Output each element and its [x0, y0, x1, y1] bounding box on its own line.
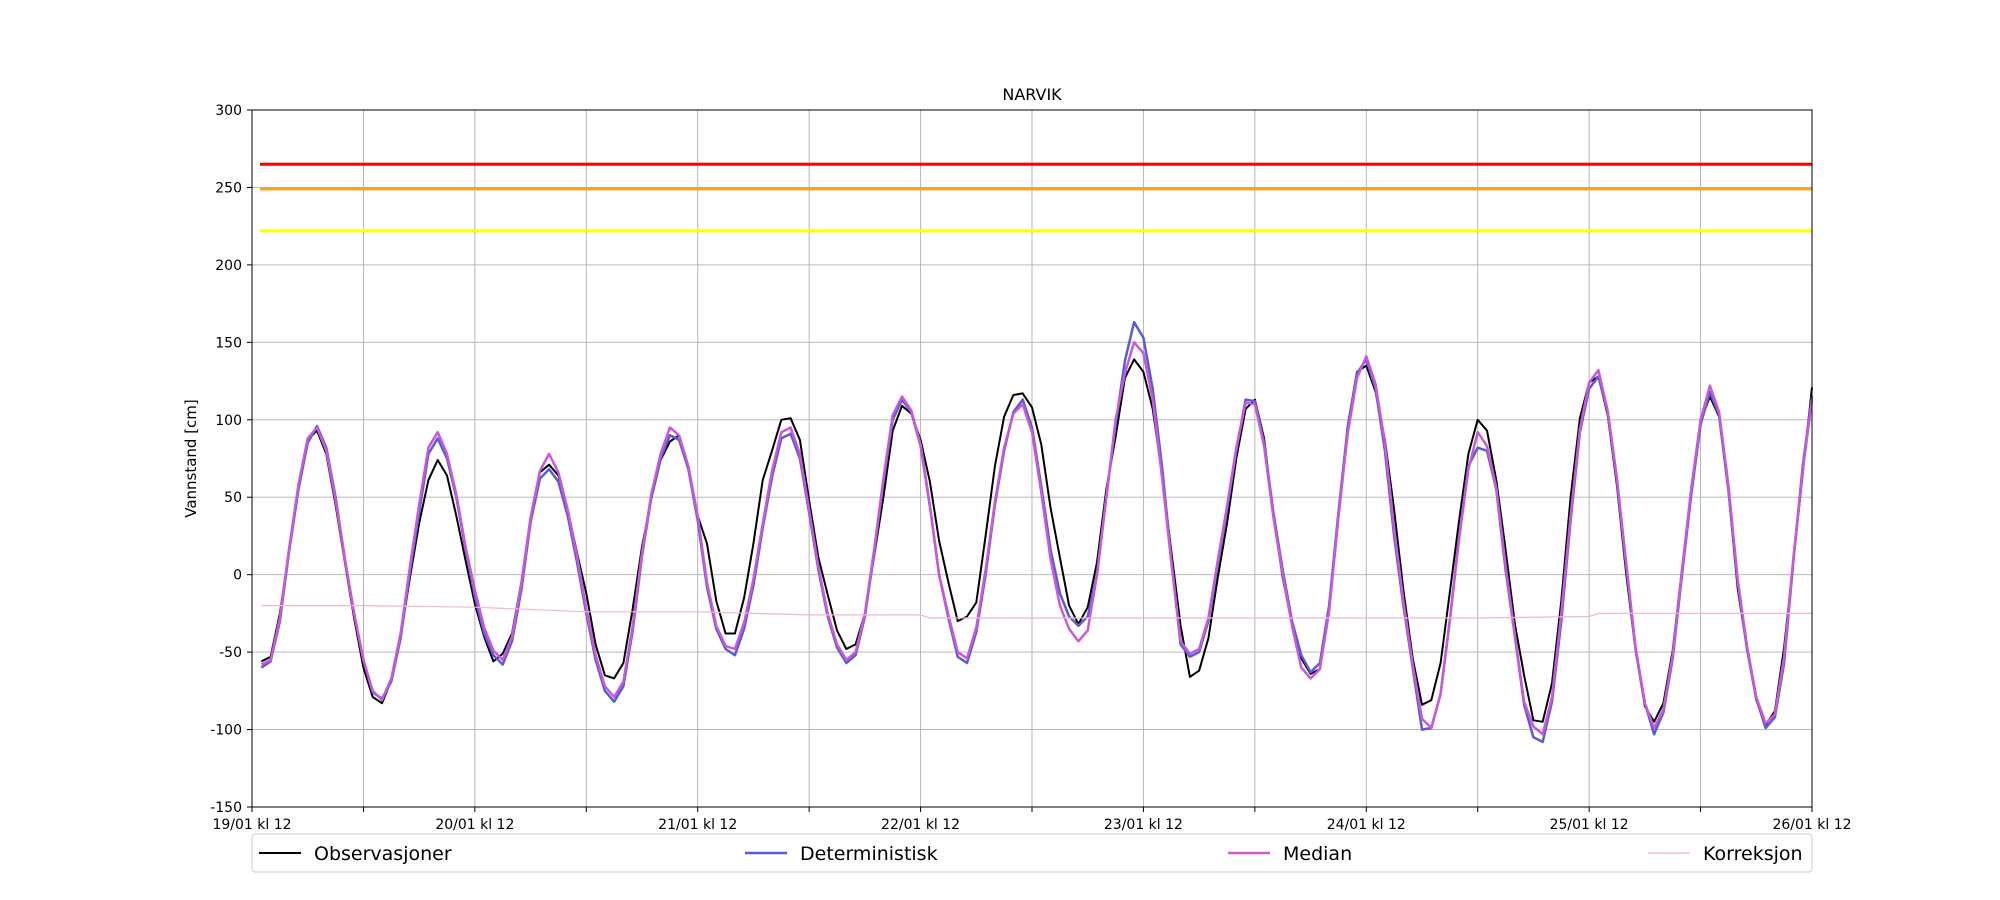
threshold-lines: [260, 162, 1812, 233]
series-line-observasjoner: [260, 358, 1813, 726]
series-line-median: [260, 341, 1814, 736]
y-axis-label: Vannstand [cm]: [182, 399, 200, 518]
x-tick-label: 22/01 kl 12: [881, 817, 960, 833]
y-tick-label: 0: [233, 568, 242, 584]
y-tick-label: -100: [210, 723, 242, 739]
legend-label: Observasjoner: [314, 843, 452, 865]
x-tick-label: 24/01 kl 12: [1327, 817, 1406, 833]
legend-box: [251, 833, 1813, 873]
series-line-deterministisk: [260, 320, 1814, 744]
x-tick-label: 21/01 kl 12: [658, 817, 737, 833]
y-tick-label: -50: [219, 645, 242, 661]
legend-label: Median: [1283, 843, 1352, 865]
series-line-korreksjon: [261, 604, 1812, 619]
axes: -150 -100 -50 0 50 100 150 200 250 300 19/01 kl 12…: [210, 103, 1851, 833]
y-tick-label: 250: [215, 180, 242, 196]
legend-label: Deterministisk: [800, 843, 938, 865]
chart-title: NARVIK: [1002, 85, 1062, 104]
series-lines: [260, 320, 1814, 744]
legend: Observasjoner Deterministisk Median Korreks…: [251, 833, 1813, 873]
legend-label: Korreksjon: [1703, 843, 1803, 865]
y-tick-label: 300: [215, 103, 242, 119]
y-tick-label: 100: [215, 413, 242, 429]
x-tick-label: 20/01 kl 12: [435, 817, 514, 833]
y-tick-label: -150: [210, 800, 242, 816]
x-tick-label: 23/01 kl 12: [1104, 817, 1183, 833]
x-tick-label: 25/01 kl 12: [1550, 817, 1629, 833]
x-tick-label: 19/01 kl 12: [212, 817, 291, 833]
y-tick-label: 200: [215, 258, 242, 274]
y-tick-label: 50: [224, 490, 242, 506]
x-tick-label: 26/01 kl 12: [1772, 817, 1851, 833]
y-tick-label: 150: [215, 335, 242, 351]
